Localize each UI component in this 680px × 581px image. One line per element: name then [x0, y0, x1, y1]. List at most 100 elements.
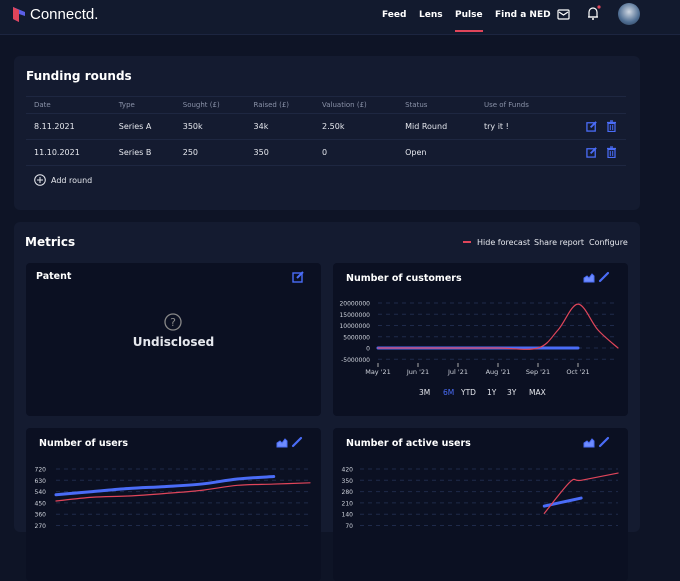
range-1y-button[interactable]: 1Y [487, 388, 497, 397]
col-valuation: Valuation (£) [314, 96, 398, 114]
y-tick-label: 140 [342, 512, 354, 519]
logo-icon [13, 7, 25, 22]
funding-row: 8.11.2021 Series A 350k 34k 2.50k Mid Round tr… [26, 113, 626, 140]
pencil-icon[interactable] [291, 436, 303, 448]
y-tick-label: 450 [35, 500, 47, 507]
range-3m-button[interactable]: 3M [419, 388, 431, 397]
hide-forecast-button[interactable]: Hide forecast [477, 238, 531, 247]
x-tick-label: Jul '21 [447, 368, 468, 376]
y-tick-label: 15000000 [339, 312, 370, 319]
cell-type: Series B [110, 139, 175, 166]
cell-type: Series A [110, 113, 175, 140]
y-tick-label: 280 [342, 489, 354, 496]
mail-icon[interactable] [557, 9, 570, 20]
nav-pulse[interactable]: Pulse [455, 10, 483, 32]
add-round-label: Add round [51, 175, 93, 185]
cell-valuation: 2.50k [314, 113, 398, 140]
y-tick-label: 0 [366, 346, 370, 353]
share-report-button[interactable]: Share report [534, 238, 585, 247]
patent-title: Patent [36, 271, 72, 282]
edit-round-button[interactable] [586, 139, 606, 166]
col-raised: Raised (£) [245, 96, 314, 114]
cell-raised: 34k [245, 113, 314, 140]
brand-name: Connectd. [30, 5, 99, 23]
area-chart-icon[interactable] [583, 438, 595, 448]
forecast-series-line [55, 482, 311, 502]
nav-find-a-ned[interactable]: Find a NED [495, 10, 551, 20]
funding-row: 11.10.2021 Series B 250 350 0 Open [26, 139, 626, 166]
y-tick-label: 20000000 [339, 301, 370, 308]
metrics-title: Metrics [25, 235, 76, 249]
chart-plot: 720 630 540 450 360 270 [35, 467, 311, 530]
trash-icon [607, 119, 616, 132]
active-users-chart-card: Number of active users 420 350 280 210 140 70 [333, 428, 628, 581]
range-3y-button[interactable]: 3Y [507, 388, 517, 397]
y-tick-label: 70 [345, 523, 353, 530]
forecast-series-line [377, 303, 619, 350]
actual-series-line [54, 475, 276, 497]
range-ytd-button[interactable]: YTD [461, 388, 476, 397]
avatar[interactable] [618, 3, 640, 25]
customers-chart-card: Number of customers 20000000 15000000 1000… [333, 263, 628, 416]
actual-series-line [542, 496, 583, 508]
question-icon: ? [164, 313, 182, 331]
nav-lens[interactable]: Lens [419, 10, 443, 20]
chart-plot: 420 350 280 210 140 70 [342, 467, 619, 530]
col-use-of-funds: Use of Funds [476, 96, 586, 114]
y-tick-label: -5000000 [341, 357, 370, 364]
edit-icon[interactable] [292, 270, 305, 283]
y-tick-label: 540 [35, 489, 47, 496]
delete-round-button[interactable] [606, 113, 626, 140]
col-date: Date [26, 96, 111, 114]
area-chart-icon[interactable] [276, 438, 288, 448]
x-tick-label: Oct '21 [566, 368, 589, 376]
col-type: Type [110, 96, 175, 114]
y-tick-label: 350 [342, 478, 354, 485]
forecast-series-line [543, 472, 619, 514]
cell-date: 11.10.2021 [26, 139, 111, 166]
cell-sought: 250 [174, 139, 246, 166]
pencil-icon[interactable] [598, 436, 610, 448]
y-tick-label: 5000000 [343, 334, 370, 341]
delete-round-button[interactable] [606, 139, 626, 166]
users-chart-card: Number of users 720 630 540 450 360 270 [26, 428, 321, 581]
bell-icon[interactable] [586, 5, 602, 21]
cell-raised: 350 [245, 139, 314, 166]
chart-title: Number of users [39, 438, 129, 449]
trash-icon [607, 145, 616, 158]
y-tick-label: 10000000 [339, 323, 370, 330]
cell-valuation: 0 [314, 139, 398, 166]
forecast-legend-swatch [463, 241, 471, 243]
cell-sought: 350k [174, 113, 246, 140]
range-max-button[interactable]: MAX [529, 388, 546, 397]
notification-dot [597, 5, 601, 9]
cell-status: Mid Round [397, 113, 476, 140]
funding-table: Date Type Sought (£) Raised (£) Valuatio… [26, 96, 626, 166]
edit-round-button[interactable] [586, 113, 606, 140]
x-tick-label: May '21 [365, 368, 391, 376]
cell-use-of-funds [476, 139, 586, 166]
nav-feed[interactable]: Feed [382, 10, 407, 20]
patent-card: Patent ? Undisclosed [26, 263, 321, 416]
chart-title: Number of customers [346, 273, 462, 284]
x-tick-label: Sep '21 [526, 368, 550, 376]
y-tick-label: 630 [35, 478, 47, 485]
add-round-button[interactable]: Add round [34, 174, 92, 186]
plus-circle-icon [34, 174, 46, 186]
col-status: Status [397, 96, 476, 114]
y-tick-label: 720 [35, 467, 47, 474]
range-6m-button[interactable]: 6M [443, 388, 455, 397]
logo[interactable]: Connectd. [12, 5, 98, 23]
top-nav: Connectd. Feed Lens Pulse Find a NED [0, 0, 680, 35]
y-tick-label: 360 [35, 512, 47, 519]
edit-icon [586, 120, 597, 132]
x-tick-label: Aug '21 [486, 368, 511, 376]
x-tick-label: Jun '21 [406, 368, 429, 376]
funding-title: Funding rounds [26, 69, 132, 83]
cell-date: 8.11.2021 [26, 113, 111, 140]
col-sought: Sought (£) [174, 96, 246, 114]
area-chart-icon[interactable] [583, 273, 595, 283]
pencil-icon[interactable] [598, 271, 610, 283]
patent-value: Undisclosed [132, 335, 215, 349]
configure-button[interactable]: Configure [589, 238, 628, 247]
